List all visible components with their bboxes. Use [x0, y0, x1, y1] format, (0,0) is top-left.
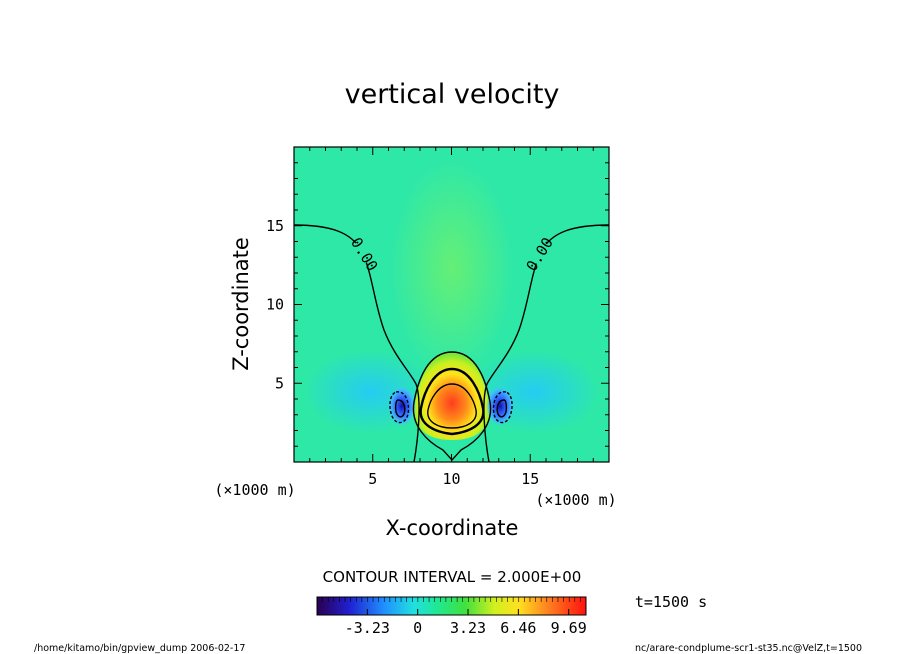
contour-neg-left — [389, 391, 410, 424]
y-tick-labels: 5 10 15 — [266, 217, 284, 393]
colorbar-tick-label: -3.23 — [345, 619, 390, 637]
chart-title: vertical velocity — [345, 79, 560, 110]
updraft-core — [414, 352, 490, 440]
contour-interval: CONTOUR INTERVAL = 2.000E+00 — [323, 568, 582, 586]
contour-4 — [419, 367, 485, 436]
contour-6 — [427, 383, 477, 429]
contour-zero-right — [483, 224, 609, 462]
footer-right: nc/arare-condplume-scr1-st35.nc@VelZ,t=1… — [635, 643, 862, 654]
x-axis-title: X-coordinate — [386, 516, 519, 540]
contour-neg-right — [492, 391, 513, 424]
colorbar-tick-label: 6.46 — [500, 619, 536, 637]
y-axis-title: Z-coordinate — [229, 237, 253, 371]
downdraft-left — [388, 386, 416, 426]
footer-left: /home/kitamo/bin/gpview_dump 2006-02-17 — [34, 643, 245, 654]
colorbar-tick-label: 9.69 — [551, 619, 587, 637]
colorbar-ticks — [322, 597, 581, 615]
z-unit-label: (×1000 m) — [214, 481, 295, 499]
x-tick-label: 15 — [521, 470, 539, 488]
colorbar-labels: -3.23 0 3.23 6.46 9.69 — [345, 619, 587, 637]
x-tick-label: 10 — [442, 470, 460, 488]
y-tick-label: 15 — [266, 217, 284, 235]
y-tick-label: 5 — [275, 374, 284, 392]
downdraft-right — [486, 386, 514, 426]
axis-ticks — [293, 146, 610, 463]
contour-zero-left — [294, 224, 420, 462]
x-tick-labels: 5 10 15 — [368, 470, 539, 488]
colorbar-tick-label: 3.23 — [450, 619, 486, 637]
contour-neg-right-inner — [496, 399, 508, 418]
time-label: t=1500 s — [635, 593, 707, 611]
y-tick-label: 10 — [266, 296, 284, 314]
contour-neg-left-inner — [394, 399, 406, 418]
x-tick-label: 5 — [368, 470, 377, 488]
colorbar-tick-label: 0 — [413, 619, 422, 637]
contour-lines — [294, 224, 609, 462]
x-unit-label: (×1000 m) — [535, 491, 616, 509]
plot-field — [294, 147, 609, 462]
field-upper-green-lobe — [390, 158, 514, 378]
